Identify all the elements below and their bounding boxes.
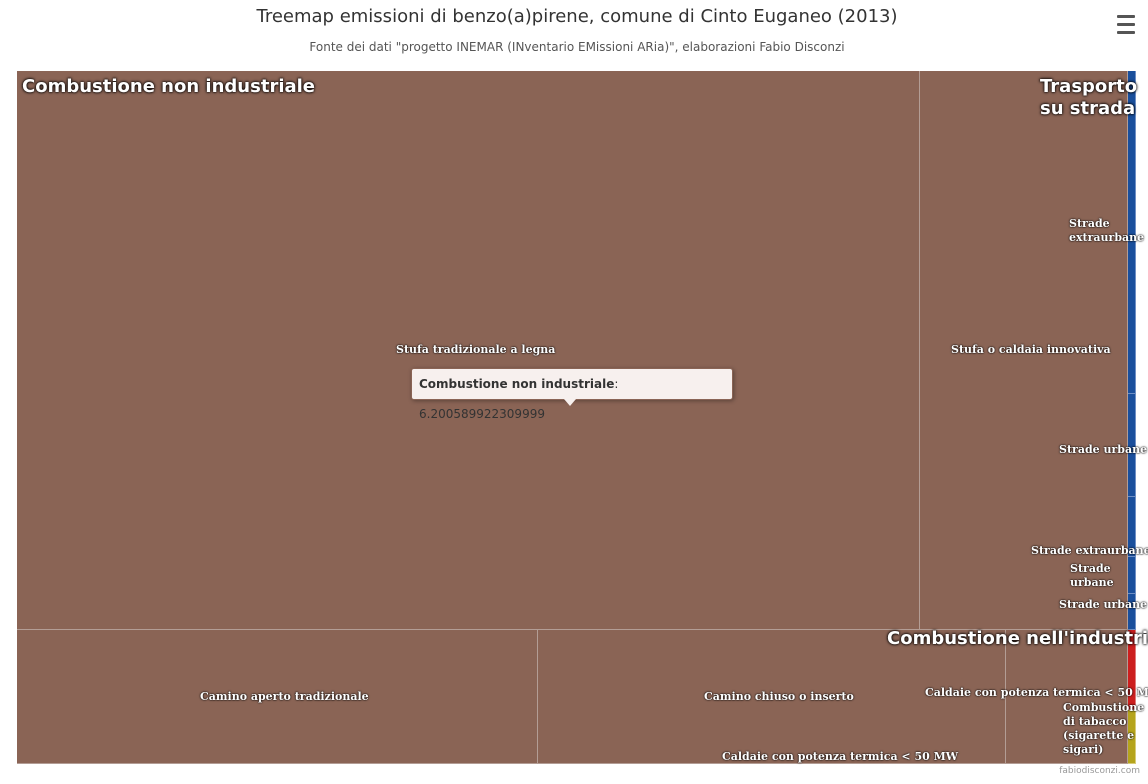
label-stufa-innovativa: Stufa o caldaia innovativa [951,343,1111,356]
treemap-cell-camino-chiuso[interactable] [538,630,1006,764]
chart-title: Treemap emissioni di benzo(a)pirene, com… [256,6,898,27]
chart-tooltip: Combustione non industriale: 6.200589922… [411,368,733,421]
treemap-cell-strade-urbane-3[interactable] [1128,594,1136,630]
label-strade-extraurbane-1: Strade extraurbane [1069,217,1144,245]
tooltip-separator: : [614,377,619,391]
label-strade-urbane-2-line1: Strade [1070,562,1111,575]
label-combustione-tabacco: Combustione di tabacco (sigarette e siga… [1063,701,1144,757]
group-label-trasporto-su-strada: Trasporto su strada [1040,76,1137,120]
credits-link[interactable]: fabiodisconzi.com [1059,766,1140,776]
label-strade-extraurbane-2: Strade extraurbane [1031,544,1148,557]
group-label-combustione-industria: Combustione nell'industria [887,628,1148,649]
label-strade-urbane-2: Strade urbane [1070,562,1114,590]
hamburger-menu-icon[interactable] [1114,10,1138,34]
label-strade-extraurbane-1-line1: Strade [1069,217,1110,230]
treemap-cell-strade-urbane-2[interactable] [1128,557,1136,594]
label-strade-urbane-2-line2: urbane [1070,576,1114,589]
group-label-trasporto-line2: su strada [1040,98,1136,119]
label-strade-urbane-1: Strade urbane [1059,443,1148,456]
label-tabacco-line2: di tabacco [1063,715,1127,728]
treemap-cell-stufa-innovativa[interactable] [920,71,1128,630]
treemap-cell-strade-urbane-1[interactable] [1128,394,1136,497]
treemap-cell-caldaie-industria[interactable] [1128,630,1136,710]
label-caldaie-nonind: Caldaie con potenza termica < 50 MW [722,750,959,763]
treemap-cell-strade-extraurbane-1[interactable] [1128,71,1136,394]
treemap-cell-camino-aperto[interactable] [17,630,538,764]
label-strade-urbane-3: Strade urbane [1059,598,1148,611]
treemap-plot [17,71,1136,764]
group-label-combustione-non-industriale: Combustione non industriale [22,76,316,97]
treemap-cell-stufa-tradizionale[interactable] [17,71,920,630]
label-tabacco-line1: Combustione [1063,701,1145,714]
tooltip-series-name: Combustione non industriale [419,377,615,391]
label-strade-extraurbane-1-line2: extraurbane [1069,231,1145,244]
tooltip-arrow [564,399,576,406]
treemap-cell-combustione-tabacco[interactable] [1128,710,1136,764]
label-tabacco-line3: (sigarette e [1063,729,1135,742]
label-camino-chiuso: Camino chiuso o inserto [704,690,854,703]
label-stufa-tradizionale: Stufa tradizionale a legna [396,343,556,356]
group-label-trasporto-line1: Trasporto [1040,76,1138,97]
treemap-cell-caldaie-nonind[interactable] [1006,630,1128,764]
label-tabacco-line4: sigari) [1063,743,1104,756]
label-caldaie-industria: Caldaie con potenza termica < 50 MW [925,686,1148,699]
tooltip-value: 6.200589922309999 [419,407,545,421]
treemap-cell-strade-extraurbane-2[interactable] [1128,497,1136,557]
label-camino-aperto: Camino aperto tradizionale [200,690,369,703]
chart-subtitle: Fonte dei dati "progetto INEMAR (INventa… [309,40,845,54]
